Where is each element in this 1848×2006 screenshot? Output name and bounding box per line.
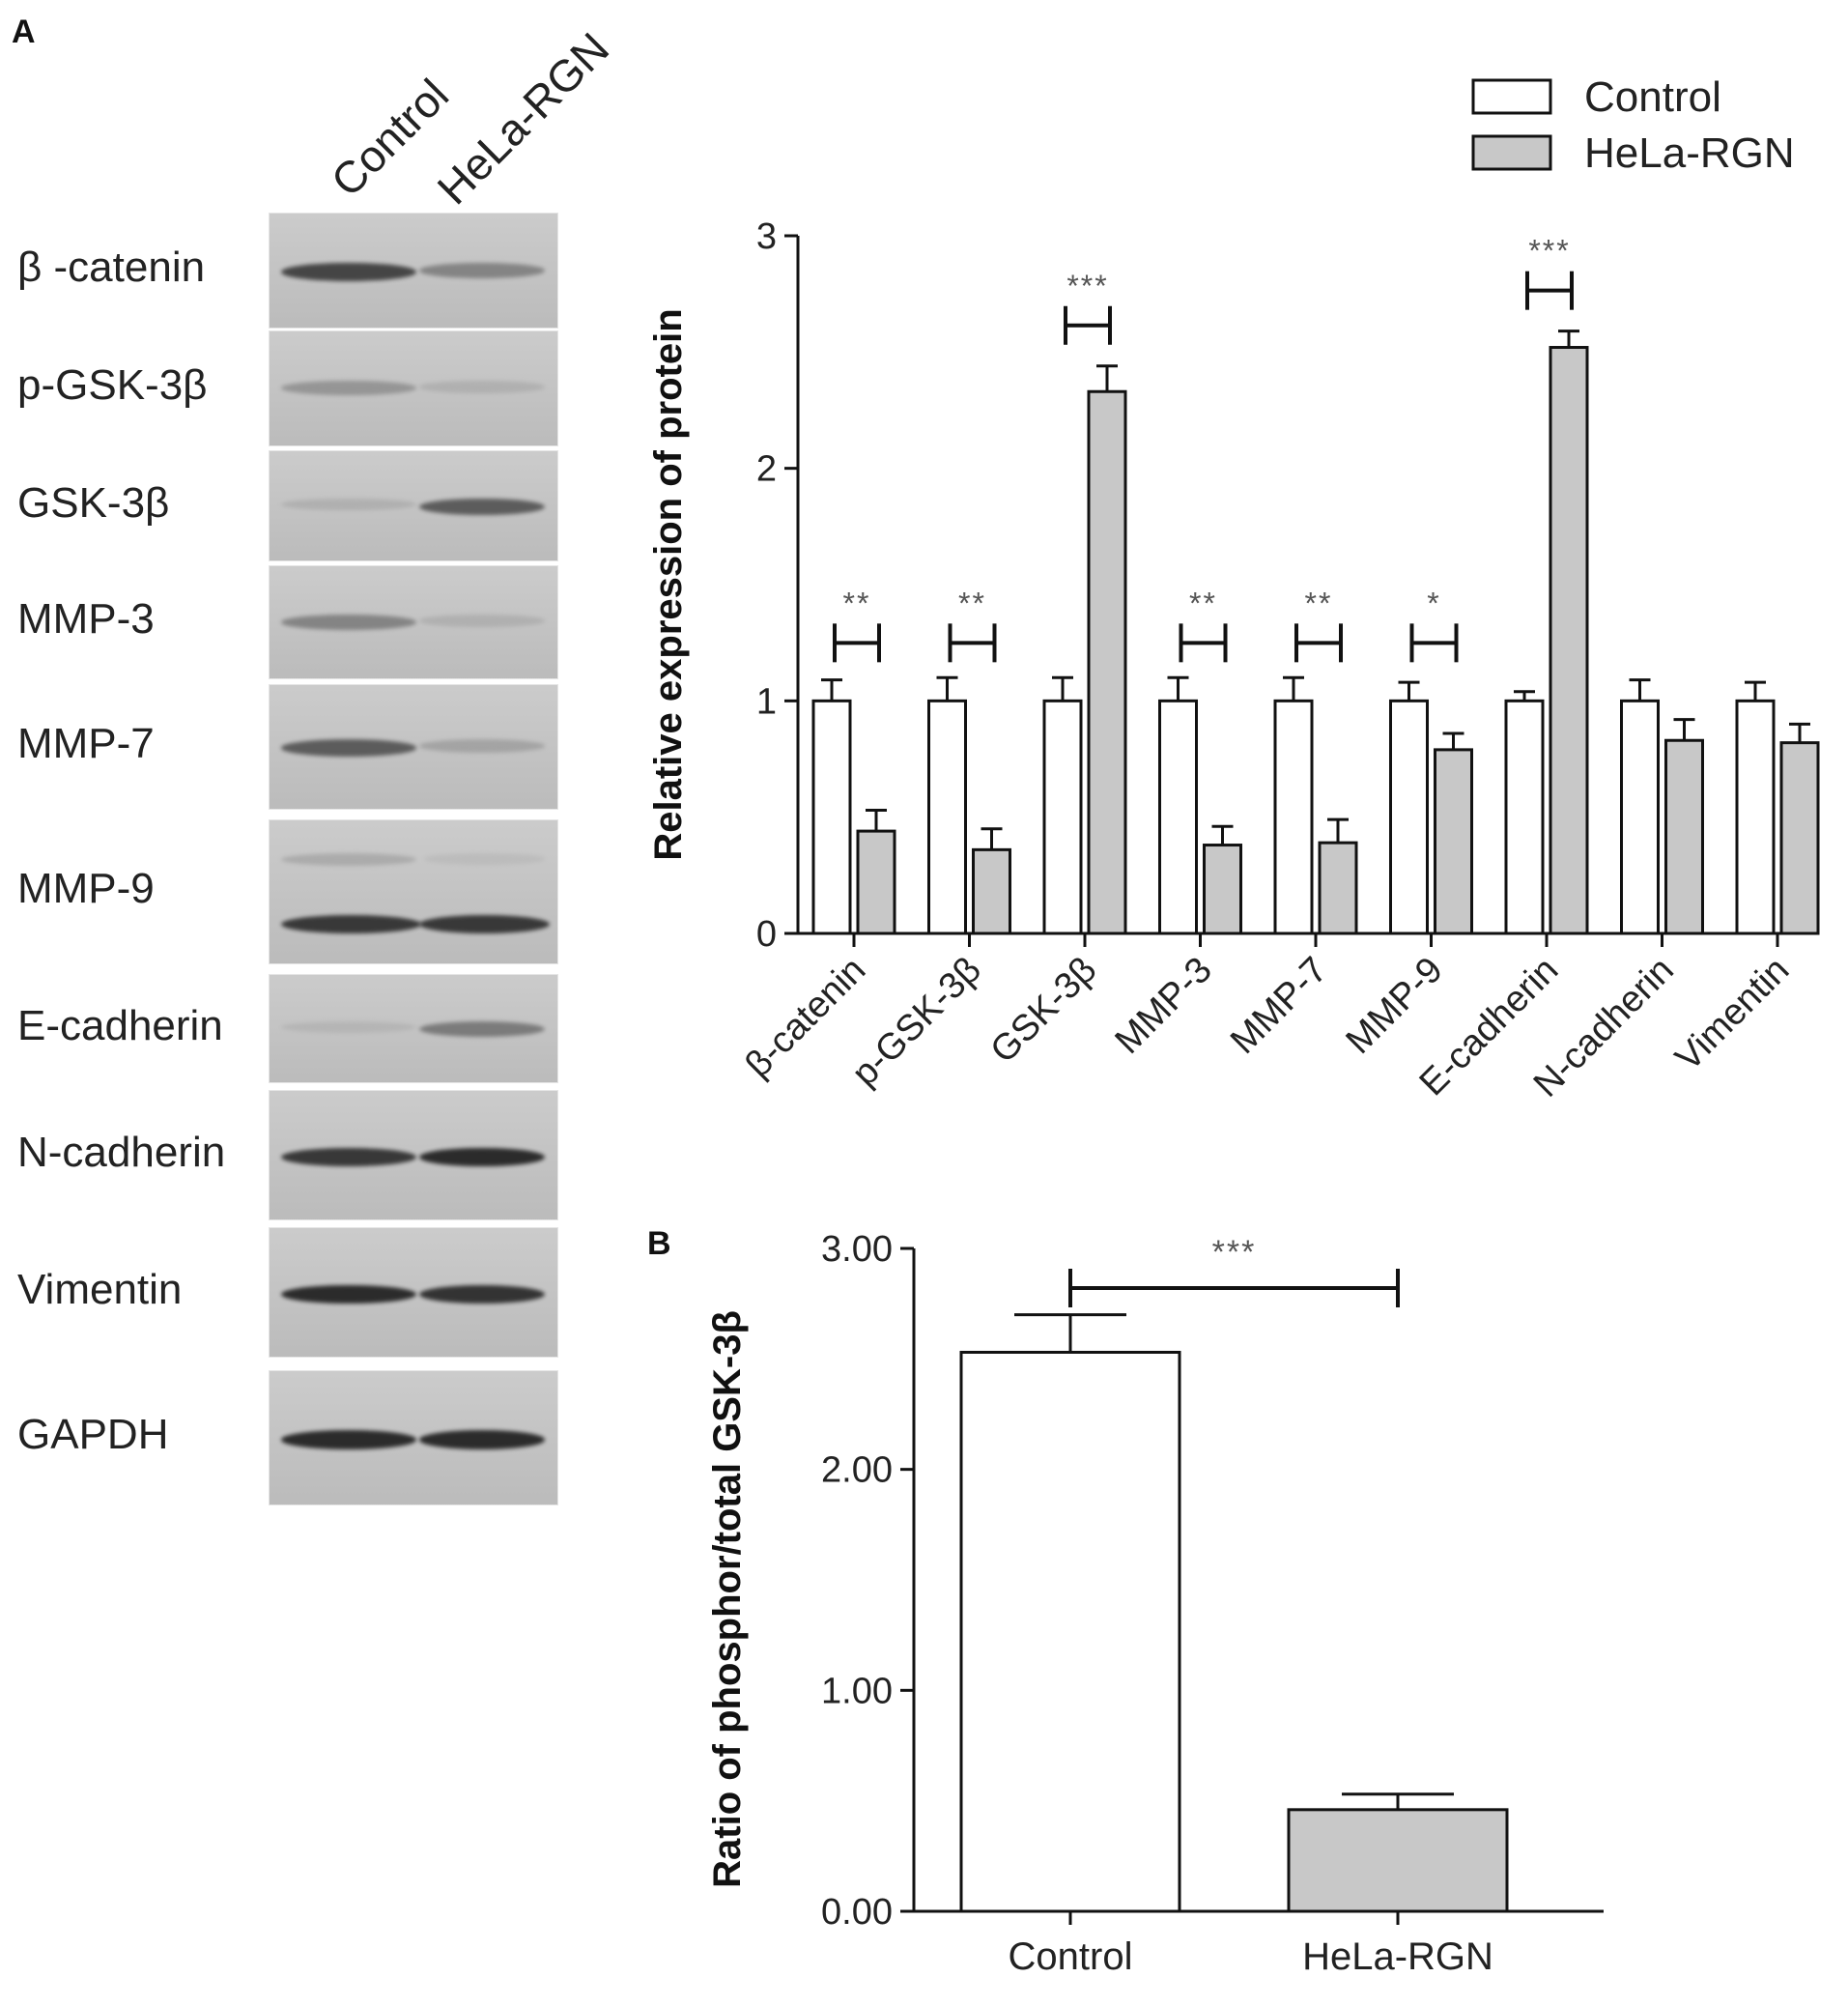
y-tick-label: 1 bbox=[756, 681, 777, 722]
x-tick-label: MMP-9 bbox=[1339, 950, 1451, 1062]
bar-hela-rgn bbox=[1087, 389, 1127, 935]
panel-a-letter: A bbox=[12, 14, 36, 50]
blot-label: MMP-3 bbox=[17, 595, 155, 643]
blot-strip bbox=[269, 565, 558, 679]
y-tick-label: 3 bbox=[756, 216, 777, 257]
blot-band bbox=[424, 853, 545, 865]
bar-control bbox=[1273, 699, 1314, 935]
blot-label: GSK-3β bbox=[17, 478, 170, 527]
blot-band bbox=[419, 915, 550, 933]
blot-band bbox=[419, 1430, 545, 1449]
blot-band bbox=[419, 1020, 545, 1037]
b-significance-stars: *** bbox=[1212, 1234, 1257, 1271]
blot-label: MMP-9 bbox=[17, 865, 155, 912]
bar-hela-rgn bbox=[972, 847, 1011, 935]
blot-band bbox=[281, 263, 416, 281]
b-bar bbox=[959, 1350, 1181, 1913]
blot-label: E-cadherin bbox=[17, 1001, 223, 1049]
significance-stars: * bbox=[1427, 586, 1440, 620]
bar-hela-rgn bbox=[1434, 748, 1473, 935]
panel-b-letter: B bbox=[647, 1225, 671, 1262]
bar-control bbox=[1620, 699, 1660, 935]
x-tick-label: MMP-7 bbox=[1223, 950, 1335, 1062]
blot-label: GAPDH bbox=[17, 1411, 169, 1458]
blot-band bbox=[419, 1147, 545, 1166]
significance-stars: ** bbox=[1189, 586, 1217, 620]
blot-band bbox=[419, 381, 545, 393]
legend-label: Control bbox=[1584, 73, 1721, 121]
blot-label: Vimentin bbox=[17, 1265, 183, 1313]
bar-control bbox=[1504, 699, 1545, 935]
significance-stars: ** bbox=[1305, 586, 1333, 620]
b-y-axis-label: Ratio of phosphor/total GSK-3β bbox=[706, 1310, 749, 1888]
x-tick-label: GSK-3β bbox=[983, 950, 1105, 1072]
x-tick-label: MMP-3 bbox=[1108, 950, 1220, 1062]
blot-band bbox=[281, 381, 416, 395]
blot-band bbox=[419, 263, 545, 278]
bar-hela-rgn bbox=[1664, 738, 1704, 935]
blot-strip bbox=[269, 1227, 558, 1358]
bar-control bbox=[1042, 699, 1083, 935]
b-y-tick-label: 2.00 bbox=[821, 1450, 893, 1491]
blot-strip bbox=[269, 213, 558, 329]
blot-band bbox=[419, 739, 545, 753]
significance-stars: ** bbox=[843, 586, 871, 620]
legend-swatch bbox=[1471, 134, 1552, 171]
blot-strip bbox=[269, 974, 558, 1083]
bar-hela-rgn bbox=[1549, 346, 1589, 935]
blot-band bbox=[281, 1430, 416, 1449]
bar-control bbox=[811, 699, 852, 935]
bar-control bbox=[1158, 699, 1198, 935]
blot-label: p-GSK-3β bbox=[17, 361, 208, 409]
b-y-tick-label: 0.00 bbox=[821, 1892, 893, 1933]
blot-band bbox=[419, 615, 545, 627]
b-bar bbox=[1287, 1808, 1509, 1913]
blot-label: N-cadherin bbox=[17, 1128, 226, 1176]
blot-strip bbox=[269, 450, 558, 561]
bar-hela-rgn bbox=[1203, 844, 1242, 935]
b-y-tick-label: 1.00 bbox=[821, 1671, 893, 1711]
y-axis-label: Relative expression of protein bbox=[647, 308, 690, 860]
blot-label: MMP-7 bbox=[17, 720, 155, 767]
blot-strip bbox=[269, 1370, 558, 1505]
legend-label: HeLa-RGN bbox=[1584, 129, 1795, 177]
b-x-tick-label: Control bbox=[1009, 1935, 1133, 1978]
blot-band bbox=[281, 853, 416, 866]
bar-control bbox=[927, 699, 967, 935]
blot-strip bbox=[269, 819, 558, 964]
bar-hela-rgn bbox=[1779, 741, 1820, 935]
blot-strip bbox=[269, 684, 558, 810]
blot-band bbox=[281, 1147, 416, 1166]
bar-hela-rgn bbox=[1318, 841, 1358, 935]
x-tick-label: Vimentin bbox=[1668, 950, 1798, 1079]
y-tick-label: 2 bbox=[756, 449, 777, 490]
significance-stars: *** bbox=[1066, 269, 1108, 303]
blot-band bbox=[419, 498, 545, 515]
b-x-tick-label: HeLa-RGN bbox=[1302, 1935, 1493, 1978]
blot-band bbox=[281, 498, 416, 510]
bar-control bbox=[1735, 699, 1776, 935]
blot-band bbox=[281, 1020, 416, 1033]
legend-swatch bbox=[1471, 78, 1552, 115]
bar-hela-rgn bbox=[856, 829, 896, 935]
blot-band bbox=[281, 615, 416, 630]
significance-stars: *** bbox=[1528, 234, 1570, 269]
bar-control bbox=[1389, 699, 1429, 935]
blot-band bbox=[281, 1284, 416, 1304]
b-y-tick-label: 3.00 bbox=[821, 1229, 893, 1270]
significance-stars: ** bbox=[958, 586, 986, 620]
blot-strip bbox=[269, 1090, 558, 1220]
blot-band bbox=[281, 915, 421, 933]
blot-band bbox=[419, 1284, 545, 1304]
blot-band bbox=[281, 739, 416, 757]
y-tick-label: 0 bbox=[756, 914, 777, 955]
blot-strip bbox=[269, 330, 558, 446]
blot-label: β -catenin bbox=[17, 244, 206, 291]
